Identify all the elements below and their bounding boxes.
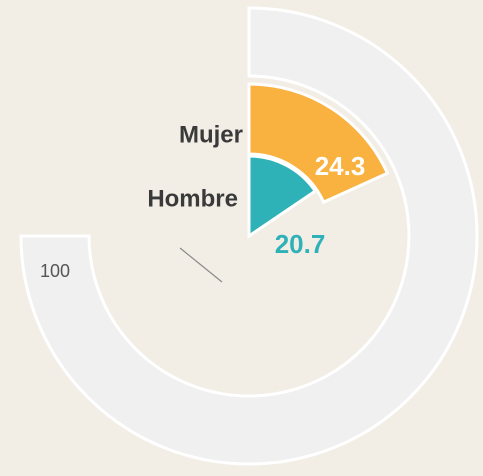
radial-bar	[247, 154, 318, 239]
value-label: 20.7	[275, 229, 326, 259]
value-label: 24.3	[315, 151, 366, 181]
track-label: 100	[40, 261, 70, 281]
radial-bar	[247, 82, 390, 205]
leader-line	[179, 247, 223, 283]
category-label: Hombre	[147, 185, 238, 212]
category-label: Mujer	[179, 121, 243, 148]
track	[19, 6, 479, 466]
